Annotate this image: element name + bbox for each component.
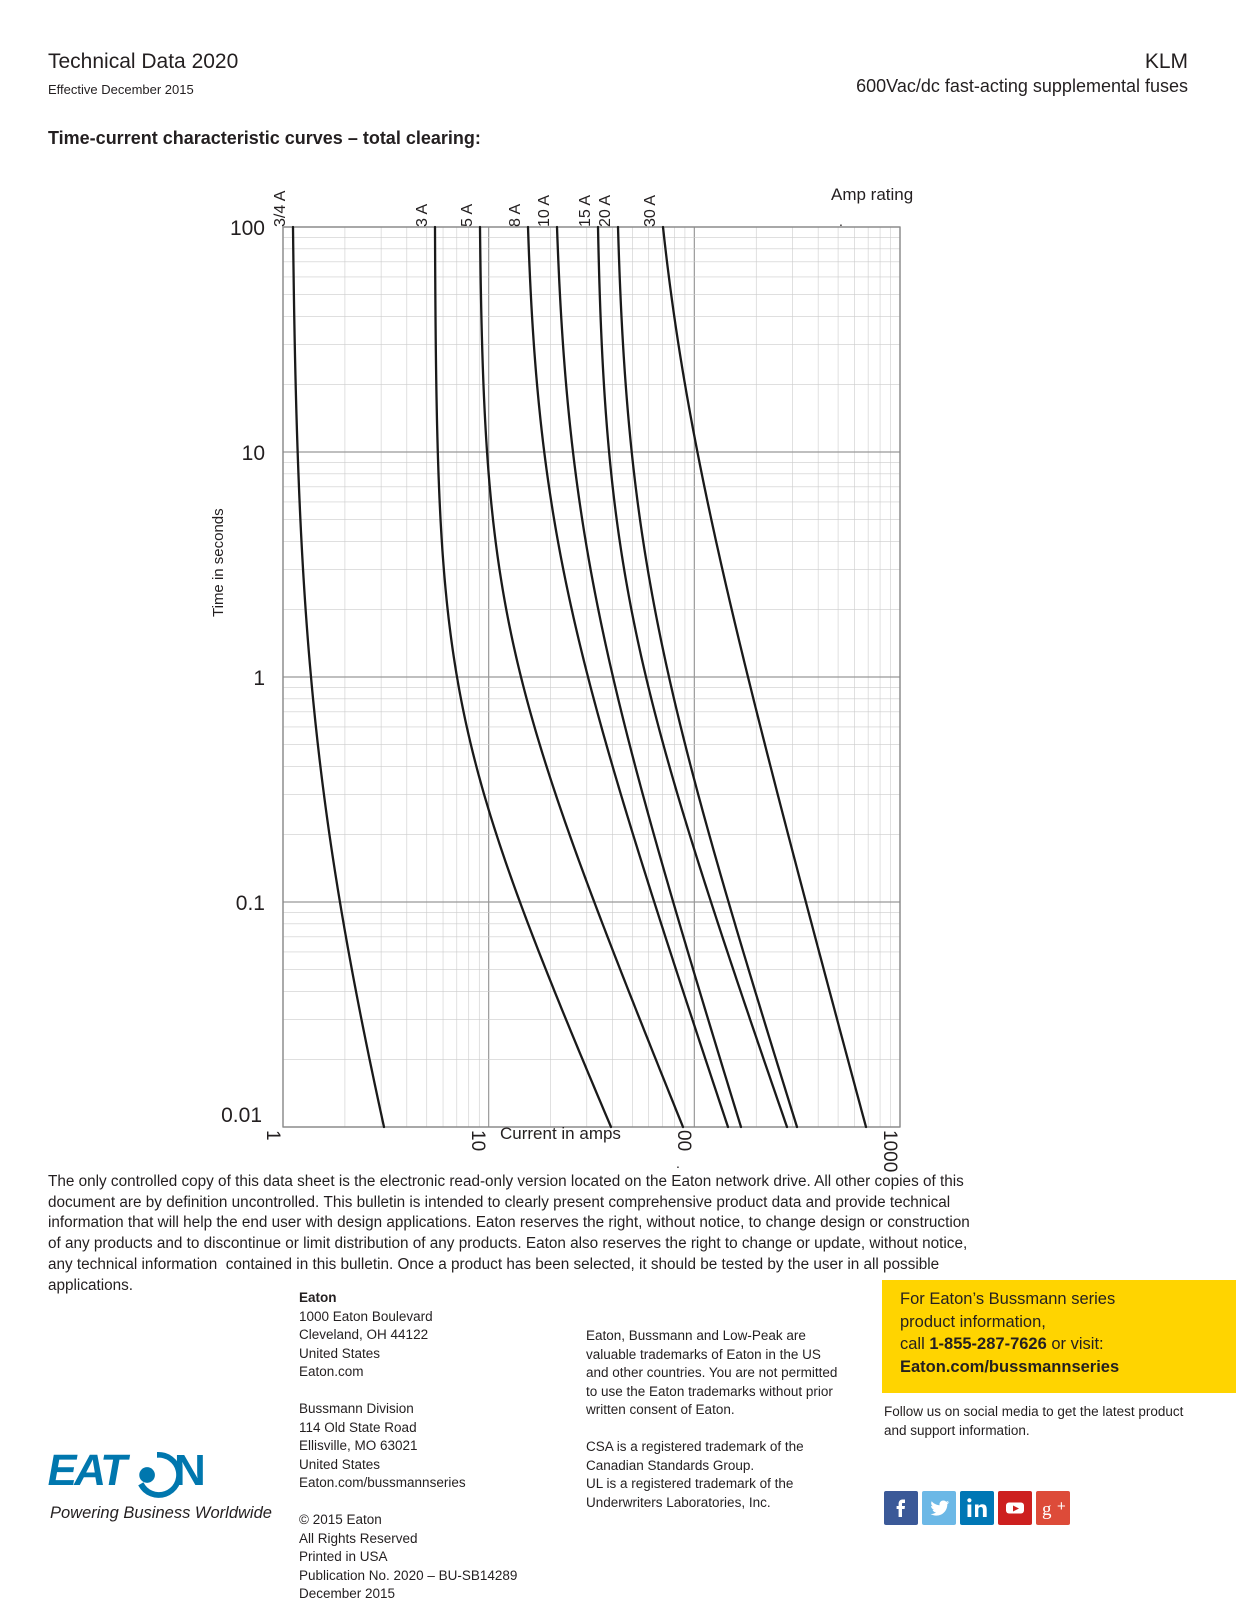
svg-text:g: g <box>1042 1499 1052 1520</box>
svg-text:+: + <box>1057 1498 1066 1515</box>
